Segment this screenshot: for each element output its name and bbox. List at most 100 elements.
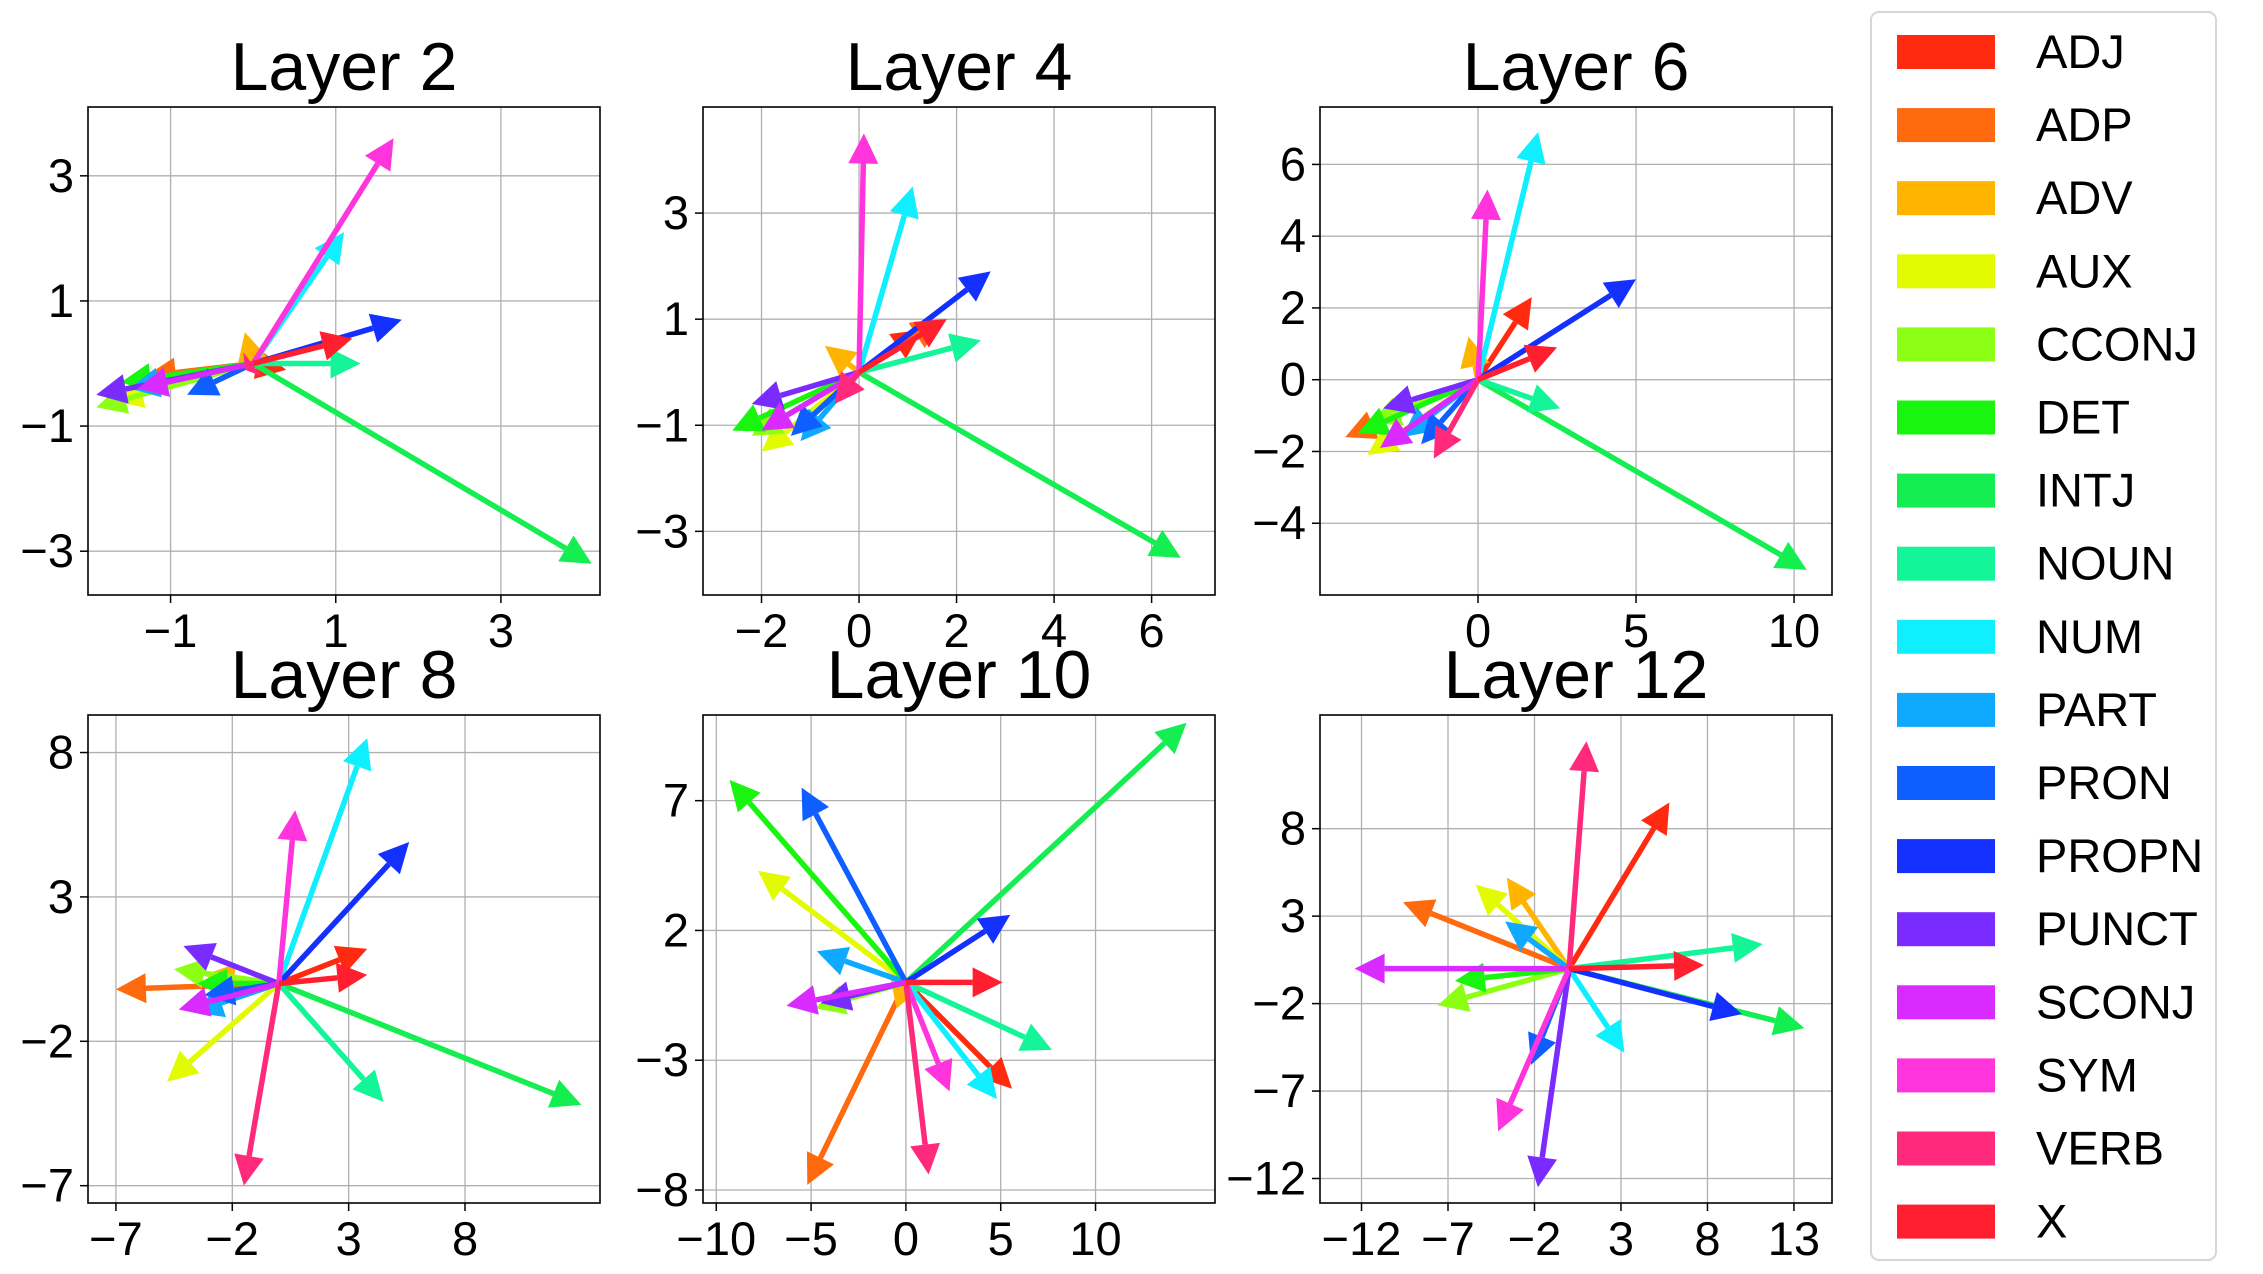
arrow-head-sconj xyxy=(786,985,819,1015)
arrow-shaft-noun xyxy=(1477,377,1533,402)
x-tick-label: 3 xyxy=(488,604,514,657)
x-tick-label: 5 xyxy=(1623,604,1649,657)
arrow-head-aux xyxy=(761,421,795,452)
y-tick-label: 2 xyxy=(1280,281,1306,334)
arrow-shaft-propn xyxy=(1476,293,1613,383)
panel-title: Layer 10 xyxy=(827,637,1092,713)
arrow-shaft-verb xyxy=(903,982,928,1145)
legend-item-det: DET xyxy=(1897,391,2130,444)
x-tick-label: −7 xyxy=(1421,1212,1475,1265)
arrow-head-intj xyxy=(1771,1006,1805,1036)
y-tick-label: 3 xyxy=(1280,889,1306,942)
legend-swatch xyxy=(1897,619,1995,654)
arrow-head-intj xyxy=(1147,529,1181,558)
y-tick-label: −7 xyxy=(1252,1064,1306,1117)
arrow-shaft-sym xyxy=(1475,219,1489,380)
arrow-head-adj xyxy=(1641,802,1670,836)
arrow-shaft-intj xyxy=(277,980,555,1097)
legend-label: SCONJ xyxy=(2036,975,2195,1028)
arrow-head-part xyxy=(816,946,851,976)
arrows xyxy=(1354,741,1805,1188)
legend-swatch xyxy=(1897,839,1995,874)
arrow-shaft-adp xyxy=(817,981,909,1160)
arrow-head-num xyxy=(966,1066,997,1100)
arrow-head-x xyxy=(1673,950,1704,981)
x-tick-label: 2 xyxy=(943,604,969,657)
arrow-shaft-sym xyxy=(250,162,381,365)
arrow-adj xyxy=(1475,297,1532,382)
legend-label: PUNCT xyxy=(2036,902,2198,955)
arrow-head-punct xyxy=(96,374,129,404)
y-tick-label: 1 xyxy=(48,274,74,327)
y-tick-label: −1 xyxy=(20,399,74,452)
arrow-head-adp xyxy=(1403,899,1437,928)
arrows xyxy=(729,722,1187,1185)
arrow-head-propn xyxy=(976,914,1011,944)
arrow-sconj xyxy=(1354,953,1570,984)
arrow-shaft-verb xyxy=(850,370,862,382)
arrow-sym xyxy=(250,138,394,365)
y-tick-label: −2 xyxy=(1252,424,1306,477)
panel-layer-2: Layer 2 −1 1 3 −3 −1 1 3 xyxy=(20,29,601,657)
legend: ADJ ADP ADV AUX CCONJ DET INTJ NOUN NUM PART PRON P… xyxy=(1870,11,2217,1261)
y-tick-label: 2 xyxy=(663,903,689,956)
panel-title: Layer 8 xyxy=(231,637,458,713)
x-tick-label: −12 xyxy=(1322,1212,1402,1265)
legend-swatch xyxy=(1897,985,1995,1020)
arrow-sconj xyxy=(1380,377,1480,448)
arrow-shaft-sym xyxy=(276,839,296,984)
x-tick-label: 10 xyxy=(1069,1212,1121,1265)
arrow-x xyxy=(857,319,947,375)
panel-layer-10: Layer 10 −10 −5 0 5 10 −8 −3 2 7 xyxy=(635,637,1216,1265)
legend-item-sconj: SCONJ xyxy=(1897,975,2195,1028)
x-tick-label: 13 xyxy=(1768,1212,1820,1265)
legend-label: DET xyxy=(2036,391,2130,444)
legend-item-propn: PROPN xyxy=(1897,829,2203,882)
arrow-shaft-adv xyxy=(1521,900,1572,971)
legend-item-punct: PUNCT xyxy=(1897,902,2198,955)
arrow-shaft-sconj xyxy=(815,979,907,1003)
arrow-head-verb xyxy=(1569,741,1600,773)
arrow-head-x xyxy=(335,962,368,993)
panel-layer-12: Layer 12 −12 −7 −2 3 8 13 −12 −7 −2 3 8 xyxy=(1226,637,1833,1265)
x-tick-label: 0 xyxy=(846,604,872,657)
arrow-punct xyxy=(1383,377,1479,415)
legend-label: ADJ xyxy=(2036,25,2125,78)
legend-item-verb: VERB xyxy=(1897,1122,2164,1175)
legend-item-num: NUM xyxy=(1897,610,2143,663)
arrow-verb xyxy=(243,352,262,377)
legend-swatch xyxy=(1897,254,1995,289)
legend-swatch xyxy=(1897,1058,1995,1093)
arrow-head-propn xyxy=(1602,279,1637,308)
arrow-shaft-sym xyxy=(903,981,941,1065)
arrow-head-sym xyxy=(848,133,879,164)
legend-frame xyxy=(1870,11,2217,1261)
legend-item-pron: PRON xyxy=(1897,756,2172,809)
x-tick-label: 0 xyxy=(893,1212,919,1265)
arrow-shaft-num xyxy=(276,765,360,985)
arrow-head-sym xyxy=(277,810,308,842)
x-tick-label: −5 xyxy=(784,1212,838,1265)
arrow-head-intj xyxy=(547,1079,582,1108)
arrow-head-sym xyxy=(924,1057,953,1092)
legend-item-part: PART xyxy=(1897,683,2157,736)
plot-area xyxy=(1320,107,1832,595)
arrows xyxy=(732,133,1181,558)
y-tick-label: 1 xyxy=(663,292,689,345)
y-tick-label: 6 xyxy=(1280,137,1306,190)
arrow-shaft-propn xyxy=(276,862,391,986)
arrow-verb xyxy=(1433,378,1481,459)
panel-layer-4: Layer 4 −2 0 2 4 6 −3 −1 1 3 xyxy=(635,29,1216,657)
arrow-shaft-verb xyxy=(1446,378,1481,434)
plot-frame xyxy=(1319,714,1833,1204)
legend-swatch xyxy=(1897,546,1995,581)
arrow-shaft-propn xyxy=(904,928,987,985)
arrow-num xyxy=(276,738,372,985)
panel-layer-8: Layer 8 −7 −2 3 8 −7 −2 3 8 xyxy=(20,637,601,1265)
arrow-shaft-x xyxy=(1476,356,1531,383)
arrows xyxy=(115,738,582,1186)
arrow-head-cconj xyxy=(174,958,206,989)
arrow-head-cconj xyxy=(1437,982,1471,1012)
arrow-verb xyxy=(834,370,865,405)
